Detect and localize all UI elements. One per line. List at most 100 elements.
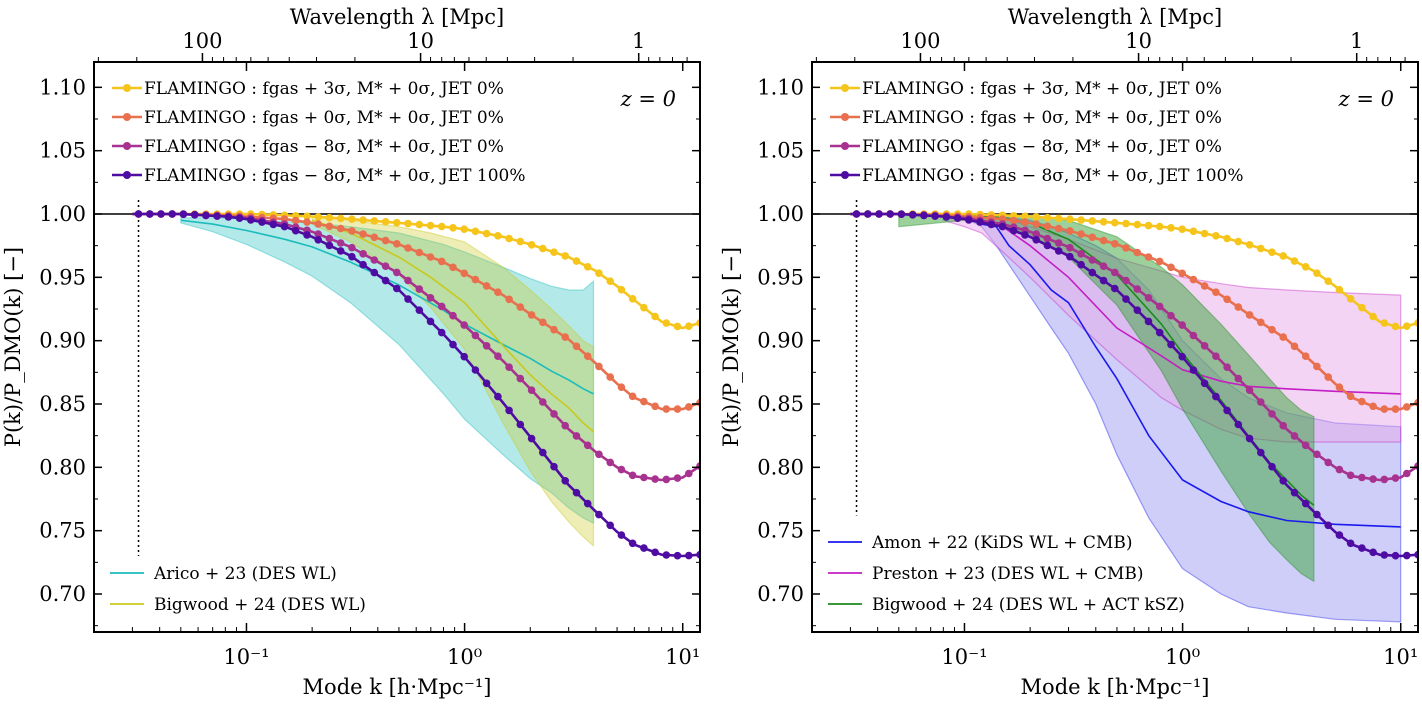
series-point-3 [190, 211, 199, 219]
series-point-1 [1043, 222, 1052, 231]
series-point-1 [1009, 216, 1018, 225]
series-point-1 [1245, 311, 1254, 319]
series-point-3 [1245, 434, 1254, 443]
series-point-3 [381, 276, 390, 285]
series-point-2 [561, 421, 569, 430]
series-point-1 [1111, 240, 1119, 248]
series-point-2 [1122, 276, 1130, 285]
series-point-0 [539, 244, 547, 253]
series-point-0 [1369, 312, 1377, 321]
series-point-3 [336, 247, 345, 255]
series-point-0 [370, 217, 379, 225]
series-point-3 [224, 213, 233, 221]
series-point-0 [1099, 218, 1108, 226]
series-point-2 [1346, 471, 1355, 480]
series-point-1 [1054, 224, 1063, 233]
series-point-2 [1335, 465, 1344, 474]
series-point-0 [1313, 269, 1321, 278]
legend-swatch-dot [123, 84, 131, 92]
series-point-2 [1200, 342, 1209, 350]
series-point-0 [1167, 224, 1175, 232]
ytick-label: 1.05 [757, 139, 804, 163]
series-point-0 [381, 218, 390, 226]
series-point-1 [336, 224, 345, 233]
series-point-1 [1133, 248, 1142, 257]
series-point-1 [471, 275, 480, 284]
series-point-0 [572, 257, 581, 265]
series-point-1 [1346, 392, 1355, 401]
ytick-label: 0.75 [757, 519, 804, 543]
series-point-0 [673, 322, 682, 331]
series-point-1 [404, 244, 412, 252]
series-point-0 [516, 237, 525, 246]
series-point-1 [348, 227, 356, 235]
ytick-label: 0.90 [757, 329, 804, 353]
series-point-1 [662, 405, 671, 413]
series-point-2 [1178, 321, 1186, 329]
top-tick-label: 10 [1125, 29, 1152, 53]
series-point-3 [325, 241, 334, 250]
series-point-0 [1223, 234, 1231, 243]
series-point-2 [1313, 450, 1321, 459]
series-point-3 [494, 392, 502, 401]
series-point-3 [202, 211, 210, 220]
series-point-3 [1054, 247, 1063, 255]
series-point-3 [527, 434, 536, 443]
series-point-3 [1178, 352, 1186, 361]
series-point-0 [482, 229, 491, 238]
series-point-1 [1178, 269, 1186, 278]
series-point-1 [415, 248, 424, 257]
series-point-0 [1335, 285, 1344, 294]
series-point-0 [1346, 295, 1355, 303]
series-point-0 [314, 213, 323, 221]
series-point-0 [325, 213, 334, 222]
series-point-3 [1268, 462, 1276, 471]
ytick-label: 0.95 [39, 265, 86, 289]
series-point-2 [1358, 473, 1366, 482]
ytick-label: 0.70 [757, 582, 804, 606]
series-point-3 [213, 212, 221, 220]
series-point-3 [852, 210, 861, 218]
xtick-label: 10⁻¹ [941, 645, 987, 669]
series-point-2 [1257, 398, 1265, 406]
series-point-3 [134, 210, 143, 218]
series-point-1 [550, 325, 558, 334]
series-point-1 [1223, 295, 1231, 304]
series-point-2 [1212, 352, 1220, 361]
ytick-label: 0.75 [39, 519, 86, 543]
redshift-annotation: z = 0 [1338, 87, 1394, 111]
series-point-0 [336, 214, 345, 223]
series-point-3 [168, 210, 176, 218]
series-point-0 [415, 220, 424, 229]
series-point-3 [1324, 521, 1332, 530]
series-point-1 [1167, 263, 1175, 272]
series-point-1 [617, 383, 626, 392]
legend-swatch-dot [841, 84, 849, 92]
series-point-3 [437, 328, 446, 337]
series-point-1 [1212, 288, 1220, 297]
series-point-0 [1268, 248, 1276, 256]
series-point-3 [908, 211, 917, 219]
plot-area [94, 200, 700, 560]
xtick-label: 10¹ [1383, 645, 1418, 669]
series-point-3 [359, 260, 367, 269]
series-point-3 [303, 231, 311, 239]
series-point-2 [1133, 285, 1142, 293]
series-point-1 [482, 282, 491, 290]
series-point-0 [1358, 303, 1366, 312]
series-point-3 [640, 544, 648, 552]
series-point-1 [291, 216, 300, 225]
series-point-3 [404, 295, 412, 303]
xtick-label: 10⁻¹ [223, 645, 269, 669]
series-point-0 [1212, 232, 1220, 240]
series-point-0 [685, 322, 693, 331]
series-point-1 [516, 303, 525, 311]
series-point-3 [258, 218, 266, 226]
series-point-1 [1324, 373, 1332, 381]
series-point-0 [1077, 216, 1085, 224]
series-point-2 [539, 398, 547, 406]
series-point-0 [1279, 252, 1287, 260]
series-point-1 [1268, 325, 1276, 334]
series-point-3 [314, 236, 323, 244]
band-line-0 [180, 219, 594, 395]
